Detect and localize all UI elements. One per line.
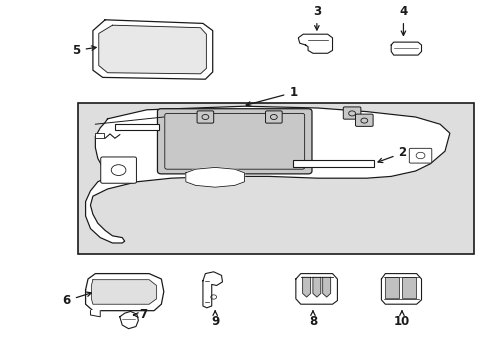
Bar (78, 103, 473, 254)
Text: 8: 8 (308, 311, 316, 328)
Text: 7: 7 (133, 309, 147, 321)
Polygon shape (312, 277, 320, 297)
Text: 6: 6 (62, 292, 91, 307)
Polygon shape (120, 311, 138, 329)
FancyBboxPatch shape (385, 278, 399, 299)
Text: 3: 3 (312, 5, 320, 30)
FancyBboxPatch shape (95, 133, 104, 138)
Polygon shape (185, 167, 244, 187)
FancyBboxPatch shape (402, 278, 416, 299)
Polygon shape (91, 280, 156, 304)
FancyBboxPatch shape (197, 111, 213, 123)
Polygon shape (295, 274, 337, 304)
Text: 9: 9 (211, 311, 219, 328)
Text: 5: 5 (72, 44, 96, 57)
Text: 1: 1 (245, 86, 297, 106)
Polygon shape (85, 106, 449, 243)
Text: 10: 10 (393, 311, 409, 328)
FancyBboxPatch shape (101, 157, 136, 183)
Text: 2: 2 (377, 147, 406, 163)
Polygon shape (93, 20, 212, 79)
Polygon shape (381, 274, 421, 304)
FancyBboxPatch shape (115, 124, 159, 130)
Polygon shape (90, 311, 100, 317)
Polygon shape (99, 25, 206, 74)
FancyBboxPatch shape (343, 107, 360, 119)
FancyBboxPatch shape (265, 111, 282, 123)
Polygon shape (302, 277, 310, 297)
FancyBboxPatch shape (157, 109, 311, 174)
Polygon shape (298, 34, 332, 53)
Polygon shape (390, 42, 421, 55)
Polygon shape (203, 272, 222, 308)
Polygon shape (85, 274, 163, 311)
Text: 4: 4 (399, 5, 407, 35)
FancyBboxPatch shape (408, 148, 431, 163)
Polygon shape (322, 277, 330, 297)
FancyBboxPatch shape (293, 160, 373, 167)
FancyBboxPatch shape (355, 114, 372, 126)
